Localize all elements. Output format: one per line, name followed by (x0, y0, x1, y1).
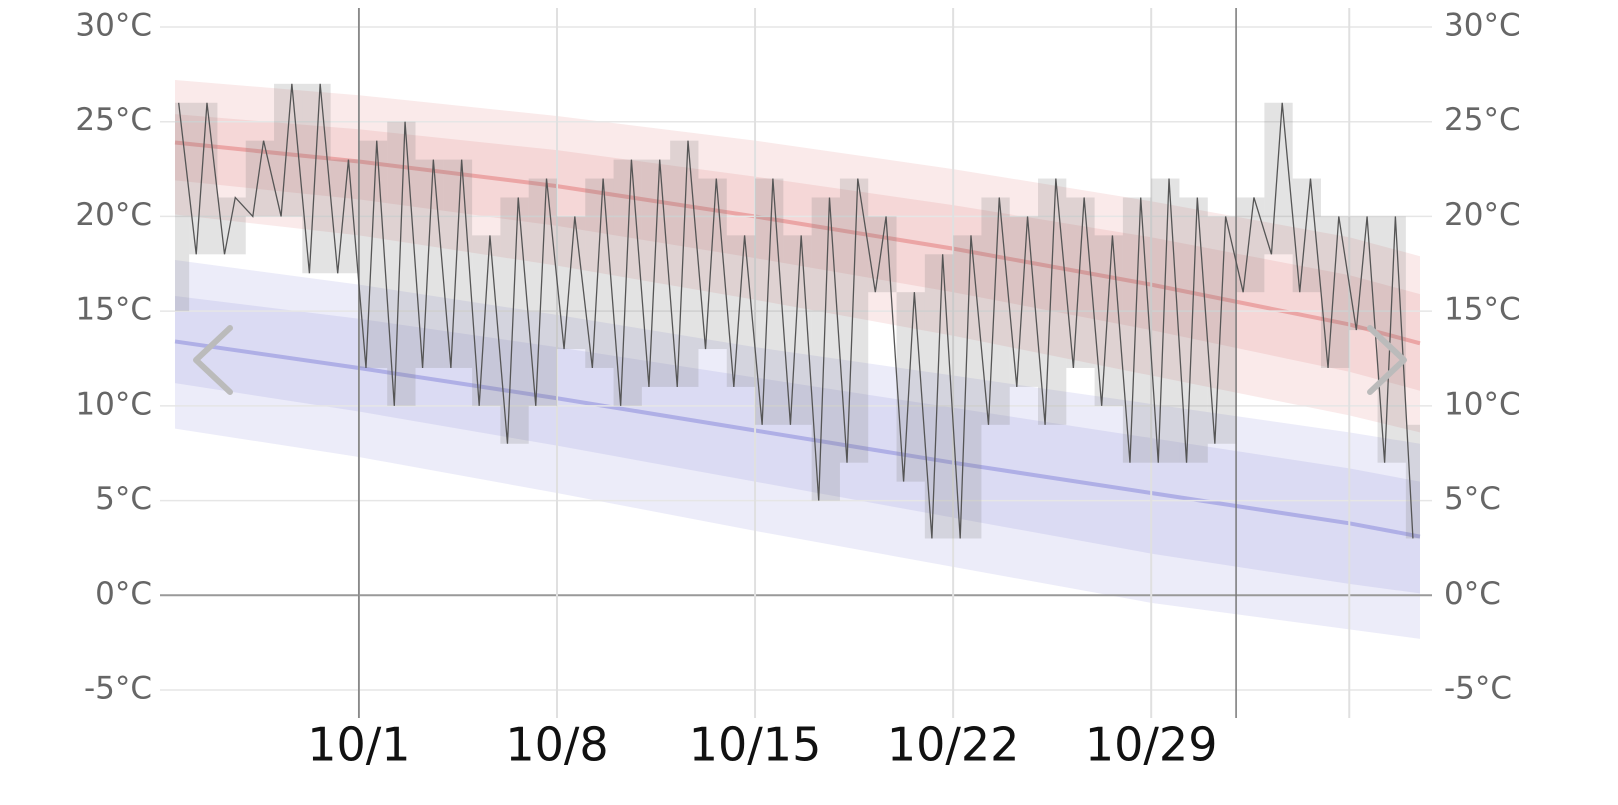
axis-labels: -5°C -5°C 0°C 0°C 5°C 5°C 10°C 10°C 15°C 15°C 20°C… (75, 8, 1520, 772)
daily-range (755, 178, 784, 425)
daily-range (726, 235, 756, 387)
y-tick-label: 25°C (75, 102, 152, 138)
daily-range (387, 121, 416, 406)
temperature-trace (178, 83, 1414, 539)
daily-range (1264, 102, 1293, 255)
x-tick-label: 10/22 (887, 718, 1020, 772)
next-button[interactable] (1367, 325, 1407, 395)
y-tick-label-right: 15°C (1444, 292, 1521, 328)
x-tick-label: 10/29 (1085, 718, 1218, 772)
daily-range (953, 235, 982, 539)
next-arrow[interactable] (1367, 325, 1407, 395)
daily-range (868, 216, 897, 293)
daily-range (556, 216, 586, 350)
normal-high-outer-band (175, 80, 1420, 433)
y-tick-label: -5°C (84, 671, 152, 707)
daily-range (811, 197, 840, 501)
y-tick-label: 0°C (95, 576, 152, 612)
daily-range (1320, 216, 1350, 368)
daily-range (698, 178, 727, 350)
daily-range (1405, 424, 1420, 539)
prev-button[interactable] (193, 325, 233, 395)
y-tick-label-right: 5°C (1444, 481, 1501, 517)
daily-range (358, 140, 388, 368)
y-tick-label-right: 25°C (1444, 102, 1521, 138)
normal-low-inner-band (175, 295, 1420, 594)
y-tick-label: 30°C (75, 8, 152, 44)
y-tick-label-right: 0°C (1444, 576, 1501, 612)
normal-bands (174, 80, 1421, 639)
daily-range (245, 140, 275, 217)
daily-range (1292, 178, 1321, 293)
daily-range (613, 159, 642, 406)
daily-range (670, 140, 699, 387)
grid (160, 8, 1432, 718)
observations (175, 83, 1420, 539)
y-tick-label: 15°C (75, 292, 152, 328)
daily-range (1151, 178, 1180, 463)
y-tick-label: 5°C (95, 481, 152, 517)
normal-high-inner-band (175, 114, 1420, 391)
daily-range (1122, 197, 1152, 463)
normal-high-line (174, 140, 1421, 346)
y-tick-label-right: -5°C (1444, 671, 1512, 707)
normal-low-outer-band (175, 259, 1420, 639)
x-tick-label: 10/8 (505, 718, 608, 772)
prev-arrow[interactable] (193, 325, 233, 395)
x-tick-label: 10/1 (307, 718, 410, 772)
y-tick-label: 10°C (75, 386, 152, 422)
daily-range (1038, 178, 1067, 425)
daily-range (981, 197, 1010, 425)
daily-range (330, 159, 359, 274)
daily-range (839, 178, 869, 463)
y-tick-label-right: 10°C (1444, 386, 1521, 422)
daily-range (500, 197, 529, 444)
x-tick-label: 10/15 (689, 718, 822, 772)
y-tick-label-right: 20°C (1444, 197, 1521, 233)
daily-range (1236, 197, 1265, 293)
daily-range (472, 235, 501, 406)
daily-range (585, 178, 614, 368)
y-tick-label-right: 30°C (1444, 8, 1521, 44)
daily-range (528, 178, 557, 406)
daily-range (217, 197, 246, 255)
daily-range (175, 102, 190, 312)
daily-range (924, 254, 954, 539)
y-tick-label: 20°C (75, 197, 152, 233)
